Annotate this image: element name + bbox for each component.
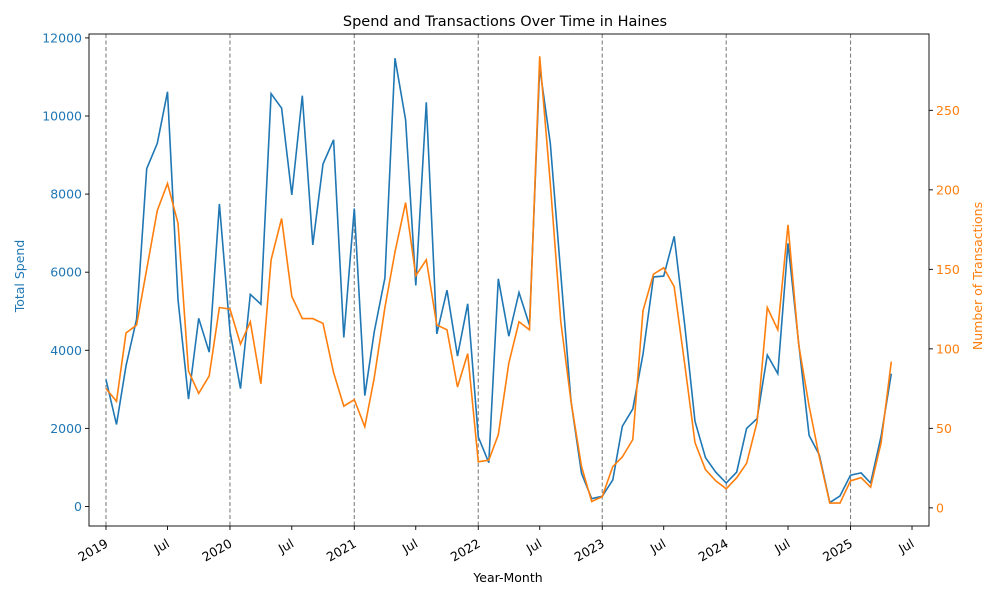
x-tick-label: Jul	[647, 536, 668, 557]
chart-title: Spend and Transactions Over Time in Hain…	[343, 14, 667, 30]
left-y-tick-label: 2000	[50, 421, 82, 436]
x-tick-label: 2022	[448, 536, 483, 565]
x-tick-label: 2021	[324, 536, 359, 565]
right-y-axis-label: Number of Transactions	[970, 202, 985, 350]
x-tick-label: Jul	[771, 536, 792, 557]
plot-lines	[105, 56, 893, 504]
left-y-axis: 0 2000 4000 6000 8000 10000 12000	[42, 30, 89, 514]
right-y-tick-label: 250	[936, 103, 960, 118]
spend-series-line	[105, 58, 893, 504]
right-y-tick-label: 150	[936, 262, 960, 277]
x-tick-label: Jul	[399, 536, 420, 557]
left-y-tick-label: 0	[74, 499, 82, 514]
left-y-tick-label: 4000	[50, 343, 82, 358]
left-y-tick-label: 12000	[42, 30, 82, 45]
left-y-tick-label: 8000	[50, 187, 82, 202]
x-tick-label: 2025	[820, 536, 855, 565]
year-divider-lines	[105, 34, 852, 526]
transactions-series-line	[105, 56, 893, 504]
x-tick-label: 2020	[199, 536, 234, 565]
right-y-tick-label: 200	[936, 182, 960, 197]
x-tick-label: 2024	[696, 536, 731, 565]
left-y-axis-label: Total Spend	[12, 240, 27, 314]
x-tick-label: 2019	[75, 536, 110, 565]
left-y-tick-label: 10000	[42, 109, 82, 124]
x-tick-label: Jul	[275, 536, 296, 557]
right-y-tick-label: 0	[936, 500, 944, 515]
right-y-axis: 0 50 100 150 200 250	[929, 103, 960, 515]
x-tick-label: 2023	[572, 536, 607, 565]
plot-frame	[88, 33, 930, 527]
x-tick-label: Jul	[523, 536, 544, 557]
x-axis: 2019 Jul 2020 Jul 2021 Jul 2022 Jul 2023 Jul 2024 J…	[75, 526, 917, 565]
left-y-tick-label: 6000	[50, 265, 82, 280]
x-axis-label: Year-Month	[472, 570, 542, 585]
x-tick-label: Jul	[895, 536, 916, 557]
right-y-tick-label: 50	[936, 421, 952, 436]
x-tick-label: Jul	[151, 536, 172, 557]
right-y-tick-label: 100	[936, 341, 960, 356]
